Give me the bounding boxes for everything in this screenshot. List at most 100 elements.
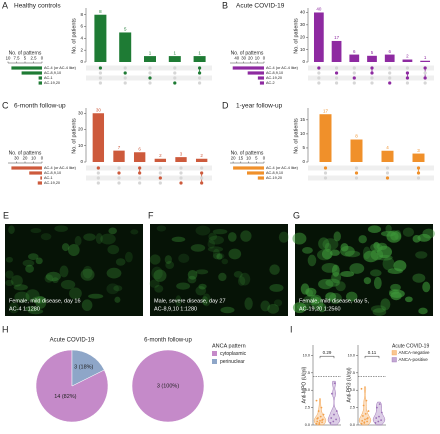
cell	[212, 252, 225, 260]
pie-title: Acute COVID-19	[50, 338, 95, 344]
matrix-dot	[323, 166, 328, 170]
cell	[74, 235, 82, 246]
point	[361, 419, 364, 422]
bar	[402, 59, 413, 62]
matrix-dot	[317, 66, 321, 70]
bar-label: 1	[424, 55, 427, 60]
cell	[318, 237, 330, 250]
cell	[195, 225, 211, 236]
y-tick-label: 5.0	[305, 388, 310, 392]
legend-label: ANCA-positive	[399, 357, 429, 362]
cell	[296, 303, 311, 311]
matrix-row	[308, 165, 434, 171]
caption: Female, mild disease, day 5,	[299, 298, 369, 304]
legend-title: Acute COVID-19	[392, 343, 429, 349]
cell	[382, 257, 395, 271]
matrix-dot	[173, 66, 177, 70]
point	[375, 417, 378, 419]
matrix-dot	[98, 76, 102, 80]
caption: Male, severe disease, day 27	[154, 298, 226, 304]
cell	[187, 269, 198, 280]
cell	[113, 285, 123, 292]
cell	[292, 302, 307, 314]
panel-label: C	[2, 100, 9, 110]
y-tick-label: 10	[300, 131, 306, 136]
cell	[349, 263, 365, 274]
set-label: AC-2	[266, 81, 275, 85]
matrix-dot	[138, 176, 142, 180]
cell	[25, 289, 40, 303]
point	[333, 382, 336, 385]
point	[360, 422, 363, 425]
point	[316, 417, 319, 420]
pie-title: 6-month follow-up	[144, 338, 192, 344]
matrix-dot	[200, 181, 204, 185]
cell	[100, 233, 116, 245]
matrix-dot	[117, 181, 121, 185]
matrix-dot	[123, 81, 127, 85]
point	[316, 420, 319, 423]
cell	[208, 235, 224, 245]
cell	[269, 264, 280, 275]
caption: AC-8,9,10 1:1280	[154, 306, 197, 312]
cell	[8, 225, 15, 234]
bar	[113, 150, 125, 162]
p-bracket	[364, 355, 380, 359]
matrix-dot	[123, 71, 127, 75]
cell	[149, 254, 161, 265]
bar-label: 30	[96, 107, 102, 112]
cell	[373, 276, 382, 290]
set-tick-label: 40	[234, 56, 239, 61]
bar	[144, 56, 156, 62]
matrix-dot	[416, 176, 421, 180]
matrix-dot	[405, 66, 410, 70]
cell	[278, 231, 289, 243]
set-label: AC-19,20	[266, 176, 282, 180]
cell	[24, 305, 39, 312]
cell	[13, 284, 28, 291]
cell	[165, 261, 175, 270]
matrix-dot	[200, 176, 204, 180]
y-tick-label: 0	[302, 59, 305, 64]
matrix-dot	[370, 66, 374, 70]
y-tick-label: 20	[78, 127, 84, 132]
bar-label: 6	[388, 49, 391, 54]
cell	[228, 248, 242, 260]
cell	[202, 293, 211, 307]
bar	[133, 152, 146, 162]
cell	[198, 283, 207, 290]
set-tick-label: 20	[248, 56, 253, 61]
point	[315, 422, 318, 425]
point	[315, 399, 318, 402]
bar-label: 2	[406, 54, 409, 59]
p-value: 0.29	[323, 350, 332, 355]
set-bar	[259, 81, 264, 85]
matrix-dot	[323, 176, 328, 180]
legend-swatch	[391, 350, 397, 356]
y-tick-label: 10.0	[348, 353, 355, 357]
set-bar	[29, 171, 42, 175]
matrix-dot	[317, 76, 321, 80]
matrix-dot	[388, 81, 392, 85]
set-label: AC-19,20	[266, 76, 282, 80]
set-bar	[11, 166, 42, 170]
bar-label: 3	[417, 148, 420, 153]
cell	[273, 299, 283, 307]
matrix-dot	[385, 171, 390, 175]
panel-label: I	[290, 324, 293, 334]
cell	[267, 303, 280, 314]
cell	[5, 256, 13, 263]
violin	[372, 401, 386, 426]
matrix-dot	[117, 171, 121, 175]
cell	[35, 295, 47, 309]
bar	[367, 55, 377, 62]
point	[363, 421, 366, 424]
matrix-dot	[148, 71, 152, 75]
caption: AC-19,20 1:2560	[299, 306, 341, 312]
cell	[325, 292, 337, 301]
cell	[195, 286, 207, 296]
y-axis-label: Anti-PR3 (U/ml)	[346, 367, 352, 402]
cell	[244, 297, 253, 310]
bar	[381, 150, 394, 162]
y-tick-label: 0	[80, 59, 83, 64]
